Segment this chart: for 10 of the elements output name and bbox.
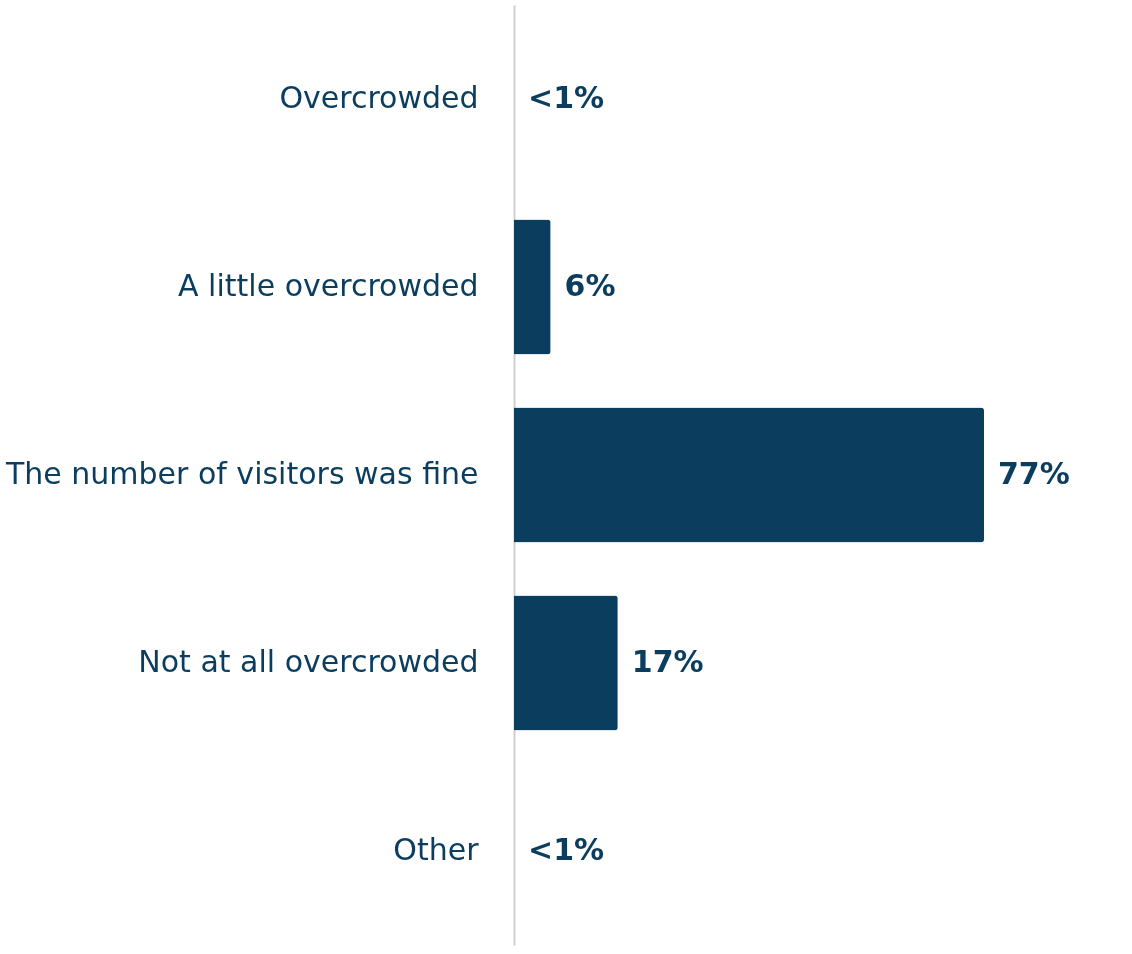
y-tick-label: Overcrowded (279, 80, 479, 115)
data-label: <1% (528, 832, 605, 867)
y-tick-label: Not at all overcrowded (138, 644, 479, 679)
y-tick-label: The number of visitors was fine (4, 456, 479, 491)
y-tick-label: Other (393, 832, 480, 867)
data-label: <1% (528, 80, 605, 115)
y-tick-label: A little overcrowded (178, 268, 479, 303)
data-label: 77% (998, 456, 1070, 491)
data-label: 17% (631, 644, 704, 679)
data-label: 6% (564, 268, 616, 303)
